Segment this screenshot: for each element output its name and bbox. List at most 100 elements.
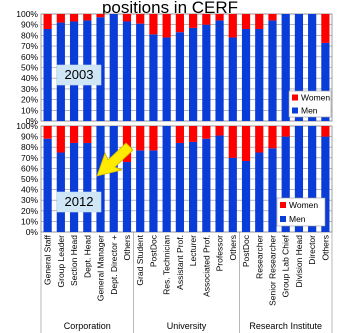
y-tick-label: 90% <box>21 20 38 30</box>
category-label: Group Leader <box>56 235 66 288</box>
y-tick-label: 60% <box>21 52 38 62</box>
bar-men <box>109 126 118 232</box>
bar-women <box>241 126 251 161</box>
category-label: Researcher <box>254 235 264 279</box>
bar-men <box>122 162 132 232</box>
bar-men <box>136 150 145 232</box>
bar-men <box>308 126 317 232</box>
bar-men <box>149 34 158 121</box>
bar-men <box>215 135 224 232</box>
bar-men <box>83 142 92 232</box>
bar-women <box>255 126 264 153</box>
y-tick-label: 40% <box>21 185 38 195</box>
category-label: General Staff <box>43 234 53 285</box>
category-label: Associated Prof. <box>201 235 211 297</box>
category-label: Others <box>122 235 132 261</box>
category-label: Group Lab Chief <box>281 234 291 297</box>
bar-men <box>241 28 251 122</box>
bar-men <box>162 37 171 121</box>
bar-women <box>268 126 277 149</box>
bar-women <box>321 14 330 43</box>
bar-men <box>321 42 330 121</box>
bar-women <box>136 14 145 24</box>
bar-men <box>149 150 158 232</box>
bar-men <box>228 157 237 232</box>
category-label: PostDoc <box>148 234 158 267</box>
bar-men <box>281 136 290 232</box>
panel-year-label: 2003 <box>65 67 94 82</box>
category-label: Assistant Prof. <box>175 235 185 290</box>
bar-women <box>83 14 92 21</box>
bar-men <box>308 14 317 121</box>
category-label: Res. Technician <box>162 235 172 295</box>
bar-men <box>202 24 211 122</box>
bar-women <box>69 14 79 22</box>
bar-women <box>228 14 237 38</box>
category-label: Lecturer <box>188 235 198 266</box>
bar-women <box>202 126 211 139</box>
y-tick-label: 0% <box>26 227 39 237</box>
y-tick-label: 40% <box>21 73 38 83</box>
bar-men <box>189 141 198 232</box>
bar-women <box>149 14 158 35</box>
category-label: Professor <box>215 235 225 272</box>
category-axis: General Staff Group Leader Section Head Dep… <box>40 232 333 333</box>
bar-women <box>69 126 79 143</box>
y-tick-label: 50% <box>21 63 38 73</box>
legend-label: Women <box>301 93 330 103</box>
y-tick-label: 60% <box>21 163 38 173</box>
y-tick-label: 30% <box>21 84 38 94</box>
bar-men <box>202 138 211 232</box>
y-tick-label: 70% <box>21 153 38 163</box>
category-label: Division Head <box>294 235 304 288</box>
bar-men <box>109 14 118 121</box>
category-label: Others <box>228 235 238 261</box>
bar-women <box>215 126 224 136</box>
legend-swatch <box>280 216 286 222</box>
y-tick-label: 50% <box>21 174 38 184</box>
category-label: Section Head <box>69 235 79 286</box>
panel-year-label: 2012 <box>65 194 94 209</box>
bar-men <box>281 14 290 121</box>
category-label: Senior Researcher <box>267 235 277 306</box>
y-tick-label: 20% <box>21 206 38 216</box>
bar-men <box>268 20 277 122</box>
yellow-arrow-icon <box>96 142 134 177</box>
bar-women <box>149 126 158 151</box>
bar-men <box>294 126 304 232</box>
category-label: Director <box>307 235 317 265</box>
bar-men <box>255 152 264 232</box>
bar-women <box>162 14 171 38</box>
y-tick-label: 80% <box>21 142 38 152</box>
bar-women <box>215 14 224 21</box>
panel-label-box <box>56 191 102 213</box>
y-tick-label: 20% <box>21 95 38 105</box>
chart-panel-2012: 0%10%20%30%40%50%60%70%80%90%100% 2012 Wom… <box>16 121 333 237</box>
chart-panel-2003: 0%10%20%30%40%50%60%70%80%90%100% 2003 Wom… <box>16 9 333 126</box>
highlight-arrow <box>96 142 134 177</box>
category-label: Dept. Head <box>82 235 92 278</box>
group-label: Corporation <box>64 321 111 331</box>
y-tick-label: 80% <box>21 30 38 40</box>
bar-women <box>268 14 277 21</box>
y-tick-label: 100% <box>16 121 38 131</box>
bar-men <box>294 14 304 121</box>
bar-women <box>202 14 211 25</box>
legend-swatch <box>280 202 286 208</box>
bar-men <box>241 160 251 232</box>
bar-women <box>321 126 330 137</box>
bar-men <box>175 142 184 232</box>
bar-women <box>83 126 92 143</box>
bar-women <box>43 14 52 29</box>
legend-label: Women <box>289 200 318 210</box>
bar-men <box>162 126 171 232</box>
bar-women <box>96 14 105 18</box>
bar-women <box>136 126 145 151</box>
bar-men <box>268 148 277 232</box>
panel-label-box <box>56 64 102 86</box>
y-tick-label: 10% <box>21 105 38 115</box>
bar-women <box>43 126 52 139</box>
bar-men <box>215 20 224 122</box>
y-tick-label: 10% <box>21 216 38 226</box>
